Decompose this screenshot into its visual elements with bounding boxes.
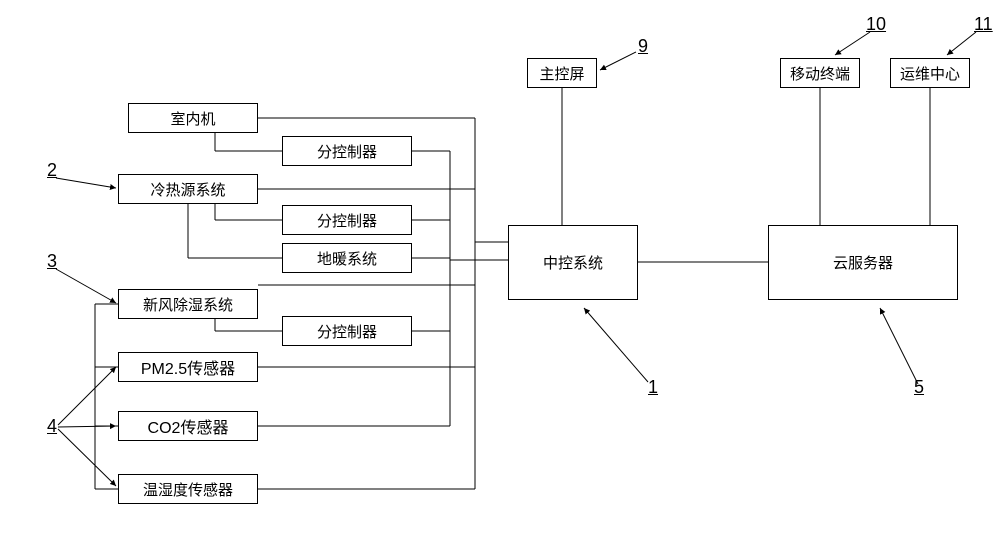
label-indoor-unit: 室内机 — [170, 108, 215, 129]
label-sub-ctrl-1: 分控制器 — [317, 141, 377, 162]
label-pm25: PM2.5传感器 — [141, 355, 235, 379]
box-sub-ctrl-2: 分控制器 — [282, 205, 412, 235]
label-main-screen: 主控屏 — [539, 63, 584, 84]
label-temp-humid: 温湿度传感器 — [143, 479, 233, 500]
callout-5: 5 — [914, 377, 924, 398]
diagram-canvas: 室内机 分控制器 冷热源系统 分控制器 地暖系统 新风除湿系统 分控制器 PM2… — [0, 0, 1000, 545]
label-sub-ctrl-3: 分控制器 — [317, 321, 377, 342]
callout-11: 11 — [974, 14, 993, 35]
box-sub-ctrl-3: 分控制器 — [282, 316, 412, 346]
label-fresh-air: 新风除湿系统 — [143, 294, 233, 315]
callout-4: 4 — [47, 416, 57, 437]
box-ops-center: 运维中心 — [890, 58, 970, 88]
label-mobile: 移动终端 — [790, 63, 850, 84]
callout-2: 2 — [47, 160, 57, 181]
box-co2: CO2传感器 — [118, 411, 258, 441]
label-floor-heat: 地暖系统 — [317, 248, 377, 269]
box-indoor-unit: 室内机 — [128, 103, 258, 133]
label-sub-ctrl-2: 分控制器 — [317, 210, 377, 231]
box-central-ctrl: 中控系统 — [508, 225, 638, 300]
box-floor-heat: 地暖系统 — [282, 243, 412, 273]
label-hc-source: 冷热源系统 — [150, 179, 225, 200]
label-co2: CO2传感器 — [148, 414, 229, 438]
box-hc-source: 冷热源系统 — [118, 174, 258, 204]
box-main-screen: 主控屏 — [527, 58, 597, 88]
box-temp-humid: 温湿度传感器 — [118, 474, 258, 504]
box-mobile: 移动终端 — [780, 58, 860, 88]
label-cloud-server: 云服务器 — [833, 252, 893, 273]
box-sub-ctrl-1: 分控制器 — [282, 136, 412, 166]
callout-3: 3 — [47, 251, 57, 272]
box-fresh-air: 新风除湿系统 — [118, 289, 258, 319]
label-ops-center: 运维中心 — [900, 63, 960, 84]
callout-10: 10 — [866, 14, 886, 35]
box-pm25: PM2.5传感器 — [118, 352, 258, 382]
label-central-ctrl: 中控系统 — [543, 252, 603, 273]
box-cloud-server: 云服务器 — [768, 225, 958, 300]
callout-9: 9 — [638, 36, 648, 57]
callout-1: 1 — [648, 377, 658, 398]
